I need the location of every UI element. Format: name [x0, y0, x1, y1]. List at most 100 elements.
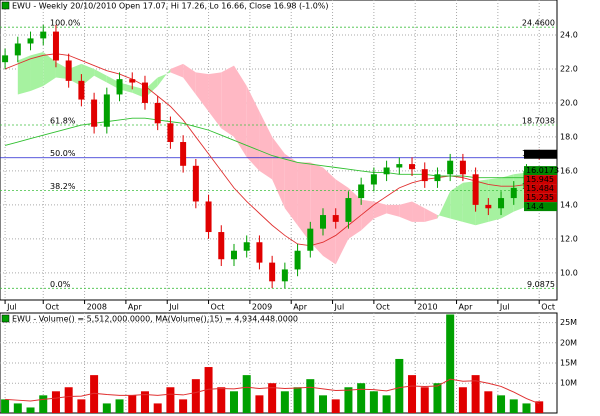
volume-bar — [268, 383, 277, 413]
y-tick-label: 16.0 — [560, 166, 578, 175]
volume-bar — [369, 391, 378, 413]
cloud — [373, 201, 387, 219]
fib-label: 50.0% — [50, 149, 76, 158]
volume-bar — [64, 387, 73, 413]
candle-body — [485, 204, 492, 209]
volume-bar — [102, 403, 111, 413]
x-tick-label: Apr — [293, 303, 308, 312]
cloud — [513, 172, 527, 212]
cloud — [335, 179, 349, 265]
x-tick-label: 2008 — [87, 303, 107, 312]
cloud — [119, 82, 133, 93]
price-box — [524, 175, 557, 185]
candle-body — [256, 242, 263, 263]
cloud — [132, 85, 145, 98]
volume-bar — [446, 314, 455, 413]
cloud — [424, 208, 438, 222]
candle-body — [2, 55, 9, 63]
volume-bar — [217, 387, 226, 413]
candle-body — [243, 242, 250, 251]
volume-title: EWU - Volume() = 5,512,000.0000, MA(Volu… — [12, 315, 298, 324]
x-tick-label: Oct — [541, 303, 555, 312]
y-tick-label: 20.0 — [560, 98, 578, 107]
volume-bar — [153, 403, 162, 413]
candle-body — [510, 187, 517, 199]
candle-body — [307, 228, 314, 251]
volume-bar — [331, 399, 340, 413]
candle-body — [383, 167, 390, 175]
candle-body — [129, 79, 136, 83]
price-label: 15.945 — [526, 175, 554, 184]
fib-label: 0.0% — [50, 280, 71, 289]
fib-label: 38.2% — [50, 182, 76, 191]
candle-body — [409, 164, 416, 170]
x-tick-label: 2009 — [252, 303, 272, 312]
candle-body — [27, 38, 34, 44]
candle-body — [192, 165, 199, 202]
chart-title: EWU - Weekly 20/10/2010 Open 17.07, Hi 1… — [12, 2, 329, 11]
volume-bar — [458, 387, 467, 413]
candle-body — [218, 232, 225, 260]
candle-body — [472, 174, 479, 205]
candle-body — [91, 99, 98, 127]
candle-body — [434, 174, 441, 182]
volume-bar — [280, 391, 289, 413]
cloud — [450, 182, 463, 222]
volume-bar — [535, 401, 544, 413]
candle-body — [154, 102, 161, 124]
volume-bar — [497, 395, 506, 413]
candle-body — [421, 169, 428, 182]
volume-bar — [166, 387, 175, 413]
price-label: 15.235 — [526, 193, 554, 202]
price-label: 16.98 — [526, 150, 549, 159]
cloud — [488, 177, 502, 222]
price-box — [524, 184, 557, 194]
volume-bar — [77, 399, 86, 413]
volume-bar — [408, 375, 417, 413]
price-label: 16.0173 — [526, 166, 559, 175]
y-tick-label: 20M — [560, 338, 577, 347]
x-tick-label: Jul — [334, 303, 345, 312]
candle-body — [459, 160, 466, 175]
volume-bar — [51, 391, 60, 413]
volume-bar — [1, 399, 10, 413]
fib-value: 9.0875 — [527, 280, 555, 289]
cloud — [221, 65, 234, 137]
cloud — [348, 187, 362, 239]
price-label: 14.4 — [526, 202, 544, 211]
candle-body — [141, 82, 148, 103]
cloud — [208, 72, 222, 129]
cloud — [30, 51, 44, 92]
cloud — [412, 201, 425, 222]
x-tick-label: Jul — [499, 303, 510, 312]
volume-bar — [319, 395, 328, 413]
volume-bar — [255, 395, 264, 413]
y-tick-label: 10.0 — [560, 268, 578, 277]
price-label: 15.484 — [526, 184, 554, 193]
volume-bar — [306, 379, 315, 413]
candle-body — [167, 123, 174, 143]
x-tick-label: Jul — [6, 303, 17, 312]
volume-bar — [433, 383, 442, 413]
candle-body — [294, 250, 301, 270]
candle-body — [332, 215, 339, 222]
price-box — [524, 193, 557, 203]
candle-body — [14, 43, 21, 56]
volume-bar — [357, 383, 366, 413]
cloud — [157, 68, 171, 86]
y-tick-label: 22.0 — [560, 64, 578, 73]
volume-bar — [90, 375, 99, 413]
volume-bar — [191, 379, 200, 413]
cloud — [501, 174, 514, 219]
cloud — [68, 63, 82, 86]
volume-bar — [39, 395, 48, 413]
price-box — [524, 149, 557, 159]
volume-bar — [179, 399, 188, 413]
volume-bar — [522, 403, 531, 413]
cloud — [310, 162, 324, 256]
volume-bar — [509, 399, 518, 413]
cloud — [297, 162, 311, 243]
x-tick-label: Apr — [128, 303, 143, 312]
fib-label: 100.0% — [50, 19, 81, 28]
